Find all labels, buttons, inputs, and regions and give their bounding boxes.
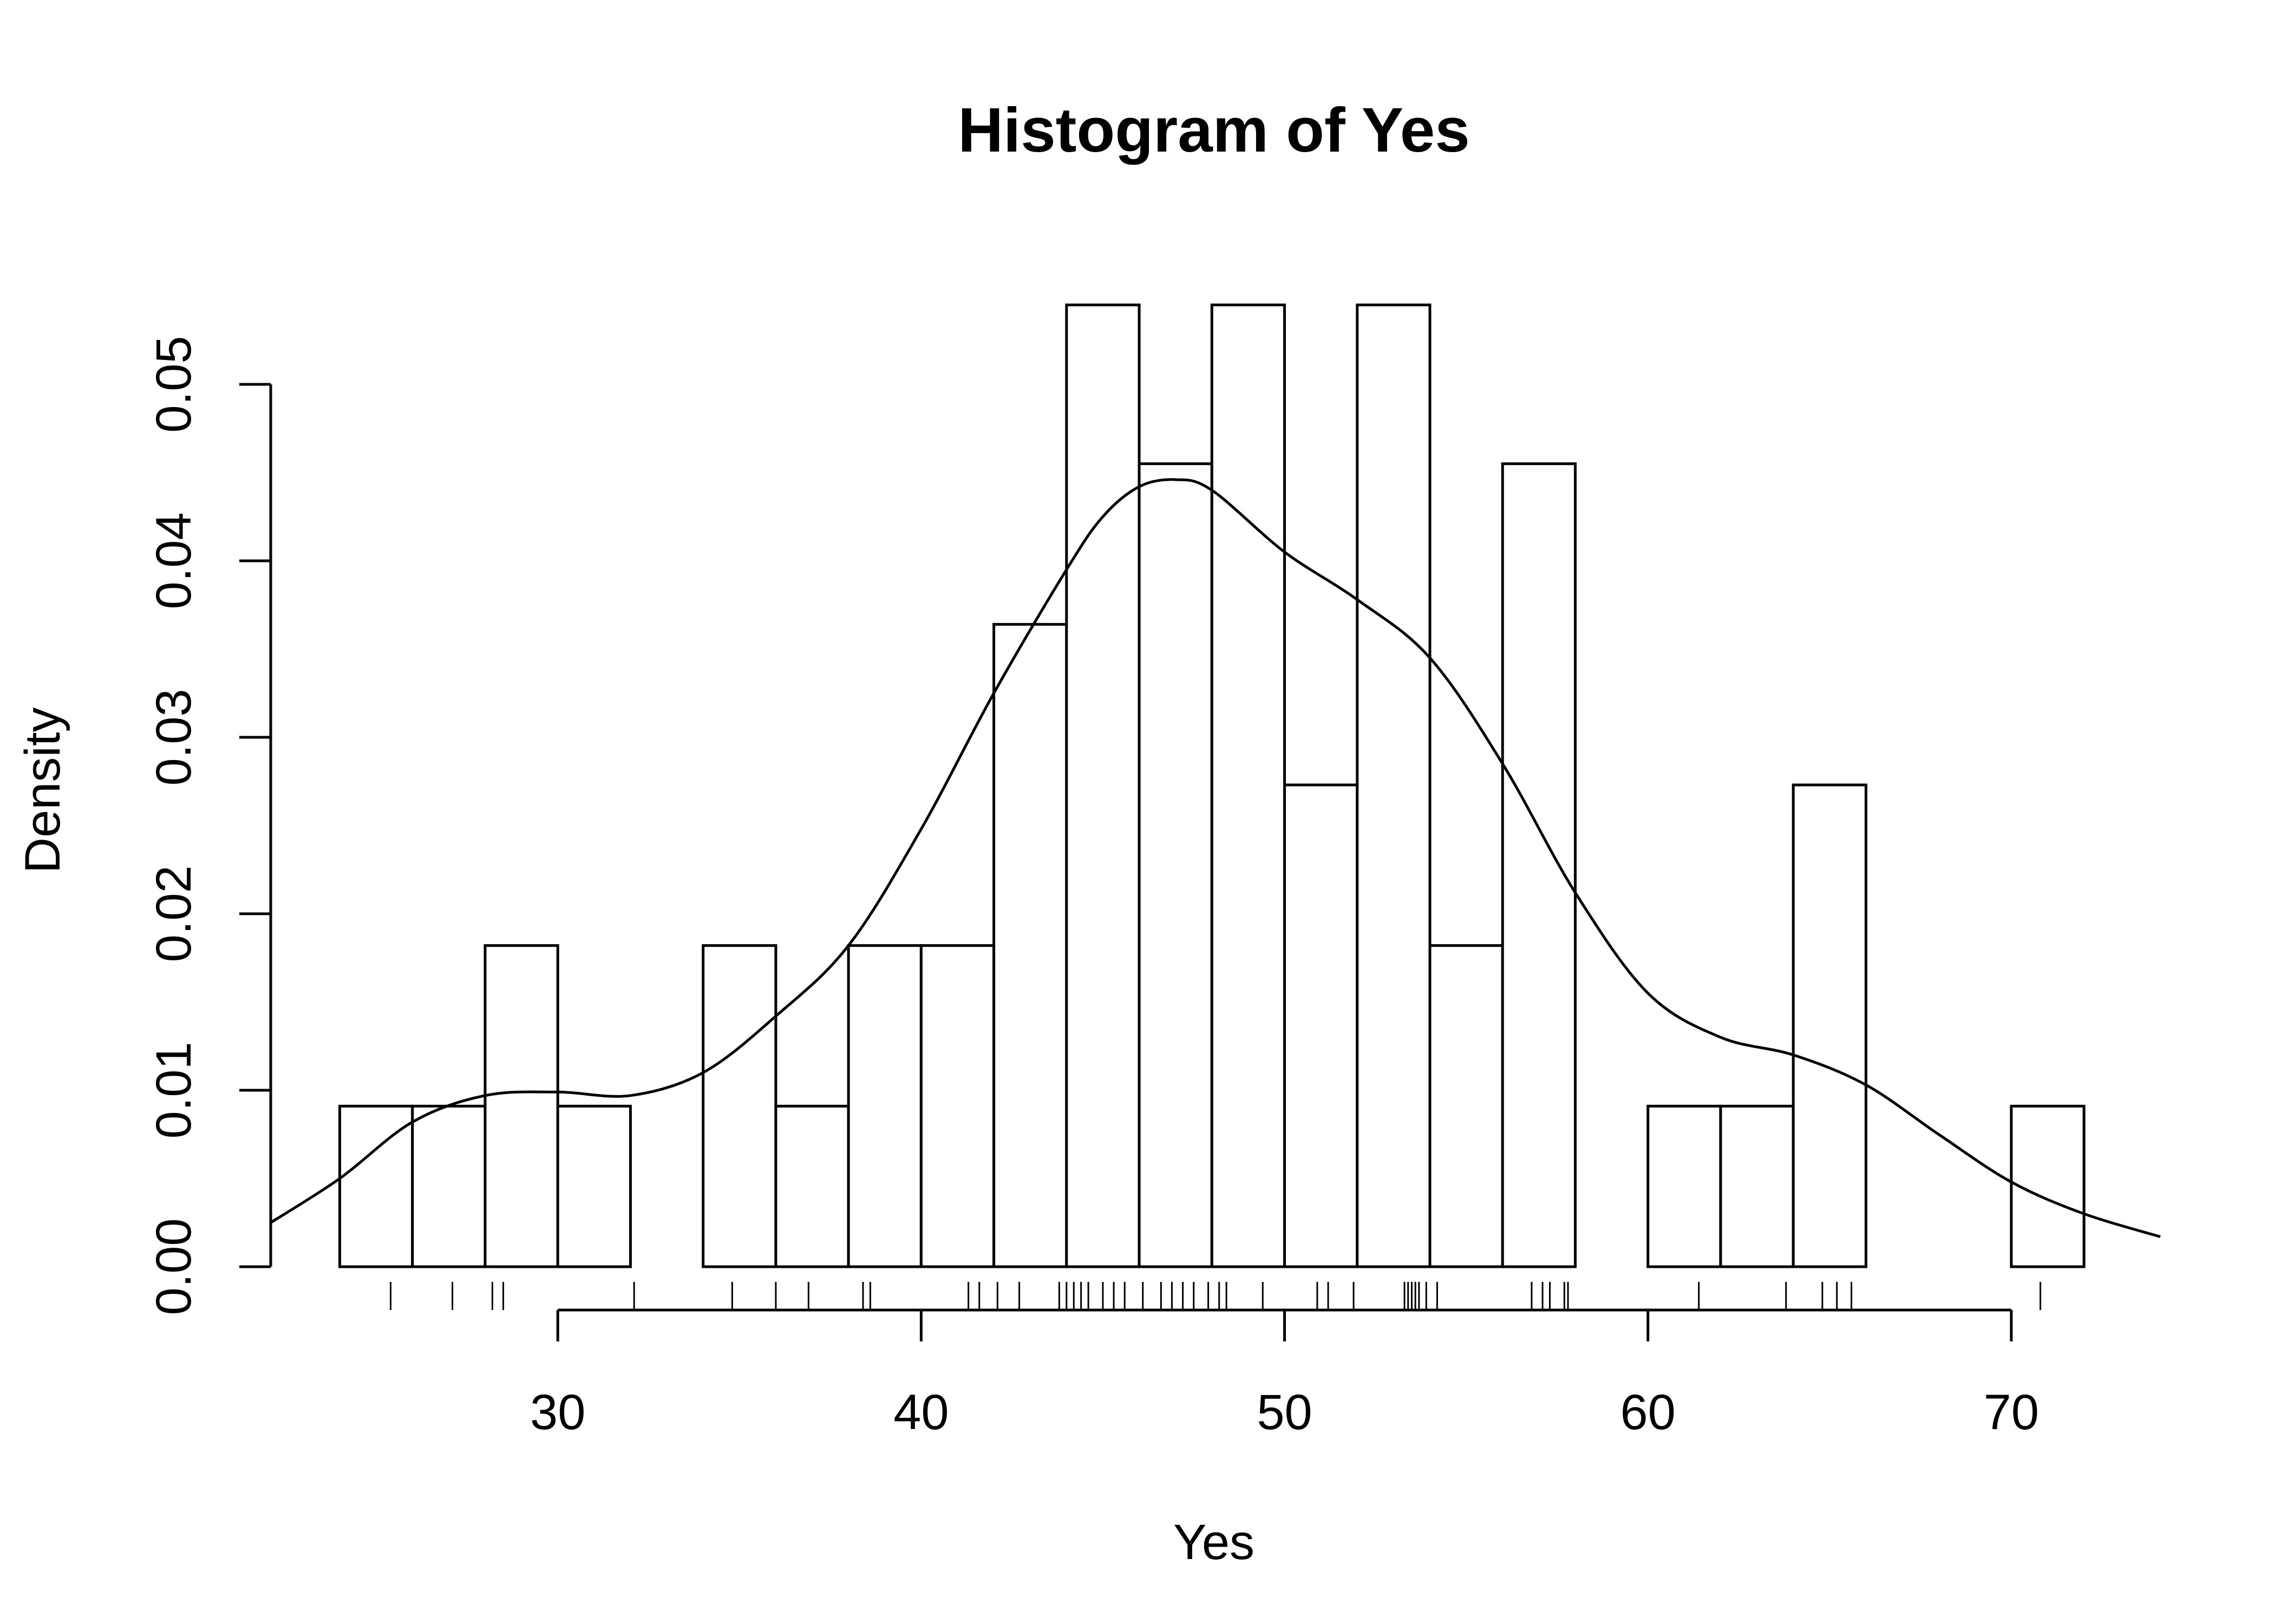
y-tick-label: 0.02 (146, 865, 201, 962)
histogram-bar (556, 1104, 632, 1268)
y-tick-label: 0.05 (146, 336, 201, 433)
histogram-bar (702, 944, 777, 1268)
y-tick-label: 0.03 (146, 689, 201, 785)
histogram-bar (1356, 303, 1432, 1268)
x-axis-label: Yes (1173, 1515, 1254, 1570)
histogram-bar (483, 944, 559, 1268)
histogram-bar (919, 944, 996, 1268)
chart-title: Histogram of Yes (958, 95, 1470, 165)
histogram-bar (1428, 944, 1504, 1268)
histogram-bar (774, 1104, 850, 1268)
density-curve (270, 478, 2161, 1238)
histogram-bar (992, 623, 1068, 1268)
histogram-bar (1719, 1104, 1795, 1268)
histogram-bar (1283, 783, 1359, 1268)
x-tick-label: 30 (530, 1385, 585, 1440)
y-tick-label: 0.00 (146, 1218, 201, 1315)
y-axis-label: Density (15, 708, 70, 874)
rug-marks (389, 1282, 2042, 1310)
x-tick-label: 60 (1620, 1385, 1676, 1440)
x-tick-label: 50 (1257, 1385, 1312, 1440)
histogram-bar (411, 1104, 487, 1268)
y-tick-label: 0.01 (146, 1042, 201, 1138)
histogram-bar (2010, 1104, 2086, 1268)
histogram-bar (1646, 1104, 1722, 1268)
histogram-bar (1065, 303, 1141, 1268)
density-curve-layer (270, 478, 2161, 1238)
histogram-bar (1210, 303, 1286, 1268)
x-tick-label: 40 (893, 1385, 949, 1440)
histogram-bar (847, 944, 923, 1268)
x-axis: 30 40 50 60 70 (530, 1308, 2039, 1440)
histogram-bar (1792, 783, 1867, 1268)
histogram-bar (1138, 462, 1213, 1268)
histogram-bars (338, 303, 2086, 1268)
histogram-bar (338, 1104, 414, 1268)
histogram-bar (1501, 462, 1577, 1268)
y-axis: 0.00 0.01 0.02 0.03 0.04 0.05 (146, 336, 272, 1315)
x-tick-label: 70 (1984, 1385, 2039, 1440)
y-tick-label: 0.04 (146, 512, 201, 609)
